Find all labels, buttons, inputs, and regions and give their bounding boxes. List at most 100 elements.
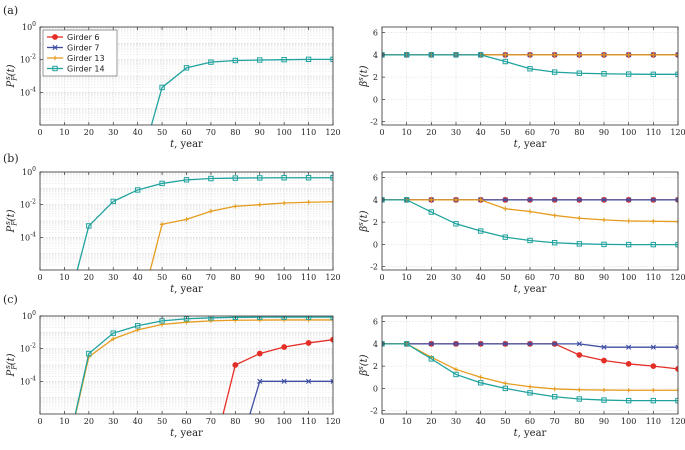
marker-girder-14 (502, 234, 509, 240)
marker-girder-13 (330, 317, 333, 323)
marker-girder-14 (232, 175, 239, 181)
marker-girder-13 (281, 200, 287, 206)
legend-item-girder-14: Girder 14 (47, 65, 105, 74)
marker-girder-7 (305, 378, 312, 384)
grid--a--beta (381, 27, 679, 125)
marker-girder-14 (650, 71, 657, 78)
series-girder-14 (382, 341, 678, 404)
x-tick-label: 60 (181, 273, 191, 282)
marker-girder-13 (601, 387, 607, 393)
chart--c--pf: 0 10 20 30 40 50 60 70 80 90 100 110 120 100 10-2 10-4 t… (4, 310, 341, 439)
x-tick-label: 40 (476, 128, 486, 137)
x-axis-label--a--pf: t, year (170, 139, 203, 150)
marker-girder-7 (675, 344, 678, 350)
marker-girder-7 (626, 197, 632, 203)
marker-girder-14 (403, 341, 410, 347)
y-tick-label: 6 (373, 29, 378, 38)
x-tick-label: 80 (230, 128, 240, 137)
x-tick-label: 120 (325, 128, 340, 137)
grid--c--beta (381, 316, 679, 414)
marker-girder-7 (257, 378, 263, 384)
marker-girder-14 (527, 66, 533, 72)
x-tick-label: 70 (550, 273, 560, 282)
marker-girder-7 (502, 341, 508, 347)
x-tick-label: 100 (277, 417, 292, 426)
marker-girder-14 (625, 397, 632, 404)
x-tick-label: 60 (181, 128, 191, 137)
marker-girder-13 (330, 199, 333, 204)
marker-girder-14 (183, 65, 190, 71)
x-tick-label: 20 (426, 273, 436, 282)
marker-girder-14 (281, 316, 287, 320)
x-tick-label: 70 (206, 417, 216, 426)
legend-label-girder-7: Girder 7 (67, 44, 100, 53)
marker-girder-7 (527, 341, 533, 347)
legend-marker-girder-13 (52, 55, 58, 61)
y-tick-label: 0 (373, 95, 378, 104)
marker-girder-14 (551, 394, 558, 400)
marker-girder-13 (626, 218, 631, 224)
x-tick-label: 70 (550, 417, 560, 426)
marker-girder-13 (478, 197, 483, 203)
series-girder-13 (382, 341, 678, 393)
marker-girder-14 (650, 397, 657, 404)
marker-girder-14 (453, 52, 459, 58)
marker-girder-7 (601, 197, 607, 203)
marker-girder-13 (527, 52, 533, 58)
x-tick-label: 120 (670, 128, 685, 137)
grid--c--pf (39, 316, 334, 414)
marker-girder-13 (552, 386, 557, 392)
x-axis-label--b--beta: t, year (514, 284, 547, 295)
marker-girder-13 (503, 206, 508, 211)
marker-girder-13 (601, 52, 607, 58)
x-tick-label: 20 (84, 417, 94, 426)
marker-girder-14 (403, 197, 410, 203)
x-tick-label: 120 (670, 273, 685, 282)
marker-girder-13 (429, 197, 434, 203)
marker-girder-13 (675, 219, 678, 224)
x-tick-label: 110 (301, 273, 316, 282)
marker-girder-6 (650, 363, 657, 370)
x-tick-label: 60 (525, 273, 535, 282)
marker-girder-14 (232, 57, 239, 64)
marker-girder-6 (625, 360, 632, 367)
x-tick-label: 90 (255, 273, 265, 282)
marker-girder-7 (281, 378, 287, 384)
x-tick-label: 50 (157, 128, 167, 137)
marker-girder-13 (552, 213, 557, 218)
marker-girder-7 (478, 341, 484, 347)
marker-girder-14 (453, 371, 459, 378)
marker-girder-6 (330, 336, 333, 343)
marker-girder-7 (552, 341, 558, 347)
marker-girder-14 (257, 175, 263, 181)
marker-girder-14 (281, 175, 287, 181)
x-axis-label--b--pf: t, year (170, 284, 203, 295)
legend-marker-girder-6 (52, 34, 58, 40)
x-tick-label: 20 (84, 273, 94, 282)
x-tick-label: 30 (451, 273, 461, 282)
marker-girder-14 (650, 241, 657, 248)
x-tick-label: 0 (379, 273, 384, 282)
marker-girder-7 (675, 197, 678, 203)
series-girder-6 (222, 336, 333, 414)
marker-girder-13 (184, 217, 189, 222)
line-girder-14 (76, 177, 333, 270)
marker-girder-14 (576, 241, 583, 247)
marker-girder-7 (382, 341, 385, 347)
panel-label-c: (c) (3, 293, 18, 306)
line-girder-14 (74, 316, 333, 414)
x-tick-label: 0 (37, 128, 42, 137)
marker-girder-14 (477, 52, 484, 58)
x-tick-label: 110 (301, 417, 316, 426)
line-girder-13 (75, 319, 333, 414)
line-girder-6 (222, 339, 333, 414)
x-tick-label: 100 (621, 273, 636, 282)
marker-girder-14 (576, 70, 583, 76)
marker-girder-14 (601, 71, 607, 77)
x-tick-label: 40 (133, 417, 143, 426)
x-tick-label: 90 (255, 128, 265, 137)
legend-item-girder-6: Girder 6 (47, 33, 100, 42)
marker-girder-14 (305, 56, 312, 63)
marker-girder-6 (281, 344, 288, 350)
